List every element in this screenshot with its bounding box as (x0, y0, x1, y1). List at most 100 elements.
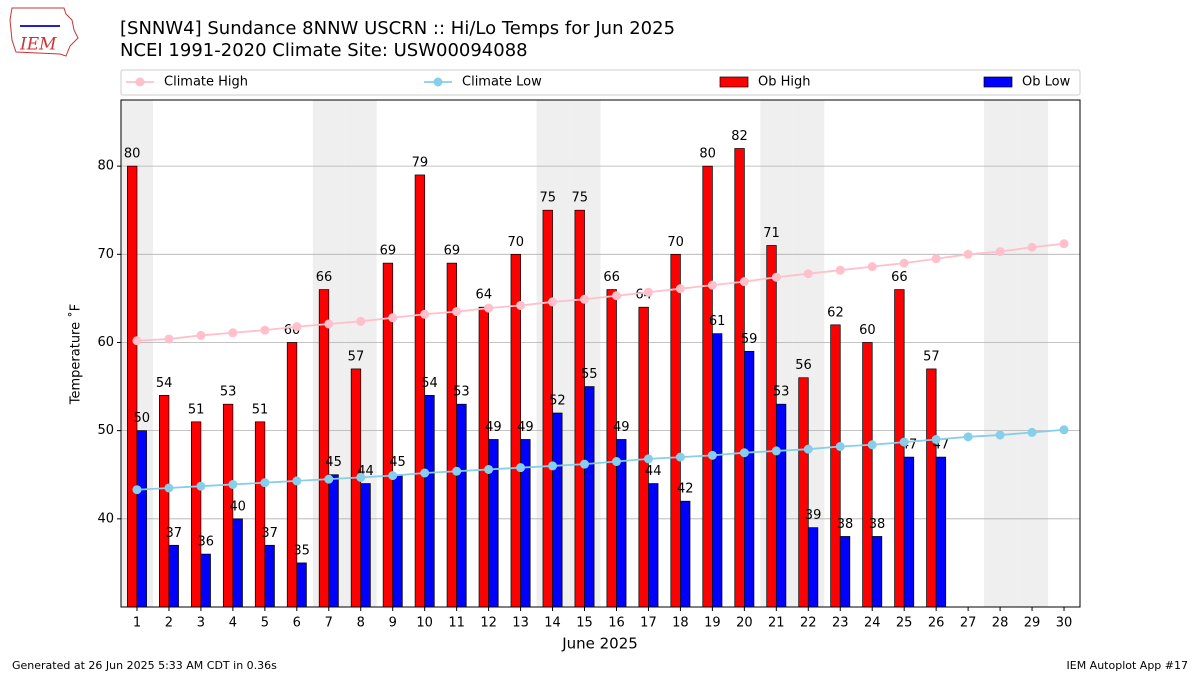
x-tick-label: 23 (832, 616, 849, 631)
data-label: 66 (603, 270, 620, 285)
line-marker (580, 459, 590, 469)
line-marker (356, 472, 366, 482)
data-label: 64 (476, 288, 493, 303)
bar (328, 474, 339, 608)
line-marker (643, 454, 653, 464)
bar (903, 456, 915, 608)
bar (552, 412, 563, 608)
line-marker (1027, 242, 1037, 252)
bar (168, 544, 179, 608)
line-marker (516, 463, 526, 473)
logo-outline (9, 7, 79, 57)
x-tick-label: 5 (261, 616, 269, 631)
line-marker (899, 258, 909, 268)
x-tick-label: 22 (800, 616, 817, 631)
x-tick-label: 1 (133, 616, 141, 631)
footer-left: Generated at 26 Jun 2025 5:33 AM CDT in … (12, 659, 277, 672)
bar (606, 289, 617, 608)
x-tick-label: 28 (992, 616, 1009, 631)
weekend-shade (1016, 100, 1049, 607)
bar (264, 544, 275, 608)
bar (159, 395, 170, 608)
plot-frame (120, 99, 1081, 608)
y-axis-label: Temperature ˚F (68, 304, 84, 405)
x-tick-label: 2 (165, 616, 173, 631)
bar (766, 245, 777, 608)
line-marker (739, 448, 749, 458)
bar (712, 333, 723, 608)
data-label: 52 (549, 394, 566, 409)
data-label: 61 (709, 314, 726, 329)
line-marker (484, 303, 494, 313)
line-marker (292, 322, 302, 332)
line-marker (803, 269, 813, 279)
x-tick-label: 3 (197, 616, 205, 631)
x-tick-label: 16 (608, 616, 625, 631)
data-label: 49 (517, 420, 534, 435)
line-marker (739, 277, 749, 287)
line-marker (388, 471, 398, 481)
bar (456, 403, 467, 608)
line-marker (420, 309, 430, 319)
line-marker (260, 325, 270, 335)
bar (584, 386, 595, 608)
bar (232, 518, 243, 608)
bar (392, 474, 403, 608)
data-label: 37 (261, 526, 278, 541)
line-marker (931, 434, 941, 444)
bar (190, 421, 202, 608)
line-marker (1059, 425, 1069, 435)
legend-swatch (719, 76, 749, 88)
line-marker (324, 319, 334, 329)
line-marker (835, 265, 845, 275)
bar (871, 536, 883, 608)
x-tick-label: 14 (544, 616, 561, 631)
legend-swatch (433, 77, 443, 87)
line-marker (132, 336, 142, 346)
line-marker (963, 249, 973, 259)
bar (136, 430, 147, 608)
data-label: 44 (645, 464, 662, 479)
bar (648, 483, 659, 608)
bar (670, 253, 681, 608)
x-axis-label: June 2025 (561, 635, 638, 653)
bar (574, 209, 585, 608)
data-label: 75 (571, 191, 588, 206)
bar (743, 350, 755, 608)
bar (424, 395, 435, 608)
line-marker (260, 478, 270, 488)
data-label: 60 (859, 323, 876, 338)
data-label: 59 (741, 332, 758, 347)
data-label: 53 (773, 385, 790, 400)
bar (318, 289, 330, 608)
line-marker (548, 297, 558, 307)
line-marker (164, 483, 174, 493)
x-tick-label: 26 (928, 616, 945, 631)
line-marker (324, 474, 334, 484)
line-marker (228, 328, 238, 338)
data-label: 45 (325, 455, 342, 470)
line-marker (963, 432, 973, 442)
bar (734, 148, 745, 608)
legend-swatch (983, 76, 1013, 88)
line-marker (580, 294, 590, 304)
bar (926, 368, 937, 608)
line-marker (899, 437, 909, 447)
line-marker (484, 464, 494, 474)
line-marker (835, 442, 845, 452)
data-label: 49 (485, 420, 502, 435)
bar (478, 306, 489, 608)
y-tick-label: 80 (97, 159, 114, 174)
line-marker (611, 457, 621, 467)
line-marker (548, 461, 558, 471)
data-label: 40 (229, 499, 246, 514)
line-marker (707, 280, 717, 290)
line-marker (452, 307, 462, 317)
x-tick-label: 13 (512, 616, 529, 631)
data-label: 57 (923, 349, 940, 364)
data-label: 75 (539, 191, 556, 206)
line (136, 242, 1065, 342)
bar (542, 209, 553, 608)
x-tick-label: 29 (1024, 616, 1041, 631)
